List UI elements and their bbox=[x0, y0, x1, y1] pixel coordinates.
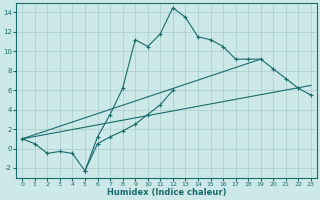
X-axis label: Humidex (Indice chaleur): Humidex (Indice chaleur) bbox=[107, 188, 226, 197]
